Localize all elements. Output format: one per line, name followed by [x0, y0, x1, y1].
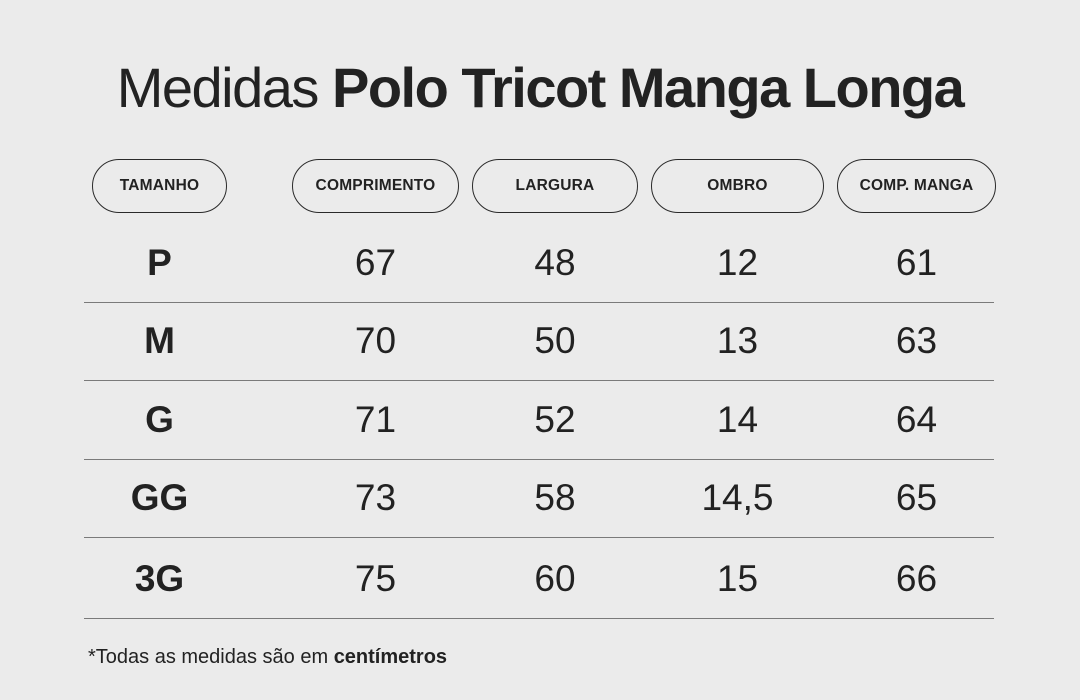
row-divider	[84, 379, 994, 381]
comprimento-cell: 75	[354, 558, 397, 599]
largura-cell: 58	[534, 477, 576, 518]
comprimento-cell: 70	[354, 320, 397, 361]
page-title: Medidas Polo Tricot Manga Longa	[0, 52, 1080, 124]
comp-manga-cell: 64	[895, 399, 938, 440]
header-largura: LARGURA	[472, 159, 638, 213]
table-row: P 67 48 12 61	[84, 225, 994, 303]
largura-cell: 50	[534, 320, 576, 361]
table-row: M 70 50 13 63	[84, 303, 994, 381]
header-ombro: OMBRO	[651, 159, 824, 213]
comprimento-cell: 73	[354, 477, 397, 518]
comp-manga-cell: 61	[895, 242, 938, 283]
size-cell: P	[147, 242, 172, 283]
page-title-light: Medidas	[116, 56, 320, 119]
size-cell: M	[144, 320, 175, 361]
table-row: G 71 52 14 64	[84, 382, 994, 460]
header-comp-manga: COMP. MANGA	[837, 159, 996, 213]
comp-manga-cell: 66	[895, 558, 938, 599]
table-row: 3G 75 60 15 66	[84, 541, 994, 619]
row-divider	[84, 617, 994, 619]
row-divider	[84, 536, 994, 538]
header-comprimento: COMPRIMENTO	[292, 159, 459, 213]
size-cell: G	[145, 399, 174, 440]
row-divider	[84, 301, 994, 303]
table-row: GG 73 58 14,5 65	[84, 460, 994, 538]
largura-cell: 52	[534, 399, 576, 440]
size-cell: GG	[130, 477, 189, 518]
row-divider	[84, 458, 994, 460]
footnote: *Todas as medidas são em centímetros	[88, 644, 447, 670]
comprimento-cell: 67	[354, 242, 397, 283]
ombro-cell: 14	[716, 399, 759, 440]
comp-manga-cell: 63	[895, 320, 938, 361]
comprimento-cell: 71	[354, 399, 397, 440]
ombro-cell: 14,5	[701, 477, 774, 518]
footnote-unit: centímetros	[333, 646, 448, 668]
ombro-cell: 13	[716, 320, 759, 361]
ombro-cell: 12	[716, 242, 759, 283]
page-title-bold: Polo Tricot Manga Longa	[331, 56, 965, 119]
size-cell: 3G	[134, 558, 185, 599]
comp-manga-cell: 65	[895, 477, 938, 518]
largura-cell: 48	[534, 242, 576, 283]
ombro-cell: 15	[716, 558, 759, 599]
header-tamanho: TAMANHO	[92, 159, 227, 213]
footnote-text: *Todas as medidas são em	[88, 646, 334, 668]
largura-cell: 60	[534, 558, 576, 599]
